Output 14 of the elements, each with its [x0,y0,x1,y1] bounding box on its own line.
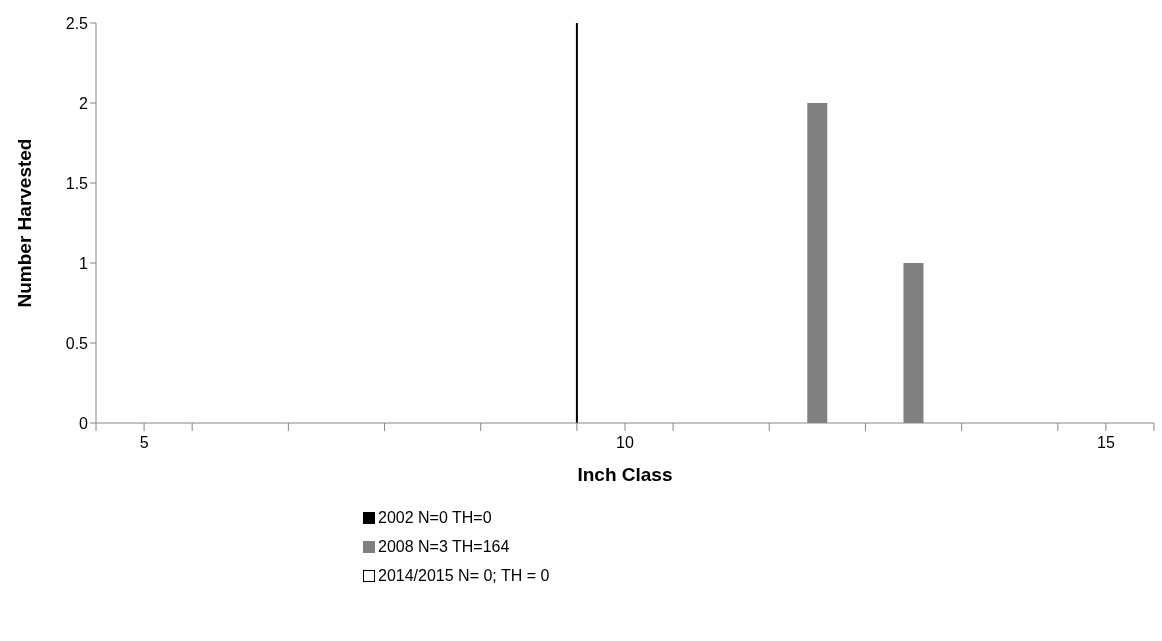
y-tick-label: 0.5 [65,334,89,352]
y-tick-label: 1.5 [65,174,89,192]
x-axis-title: Inch Class [577,464,673,485]
y-axis-title: Number Harvested [13,138,35,308]
x-tick-label: 5 [139,434,149,452]
legend-label: 2002 N=0 TH=0 [378,508,492,527]
x-tick-label: 15 [1097,434,1115,452]
legend-label: 2008 N=3 TH=164 [378,537,510,556]
y-tick-label: 2.5 [65,14,89,32]
legend-label: 2014/2015 N= 0; TH = 0 [378,566,550,585]
y-tick-label: 1 [79,254,89,272]
y-tick-label: 0 [79,414,89,432]
y-tick-label: 2 [79,94,89,112]
x-tick-label: 10 [616,434,634,452]
